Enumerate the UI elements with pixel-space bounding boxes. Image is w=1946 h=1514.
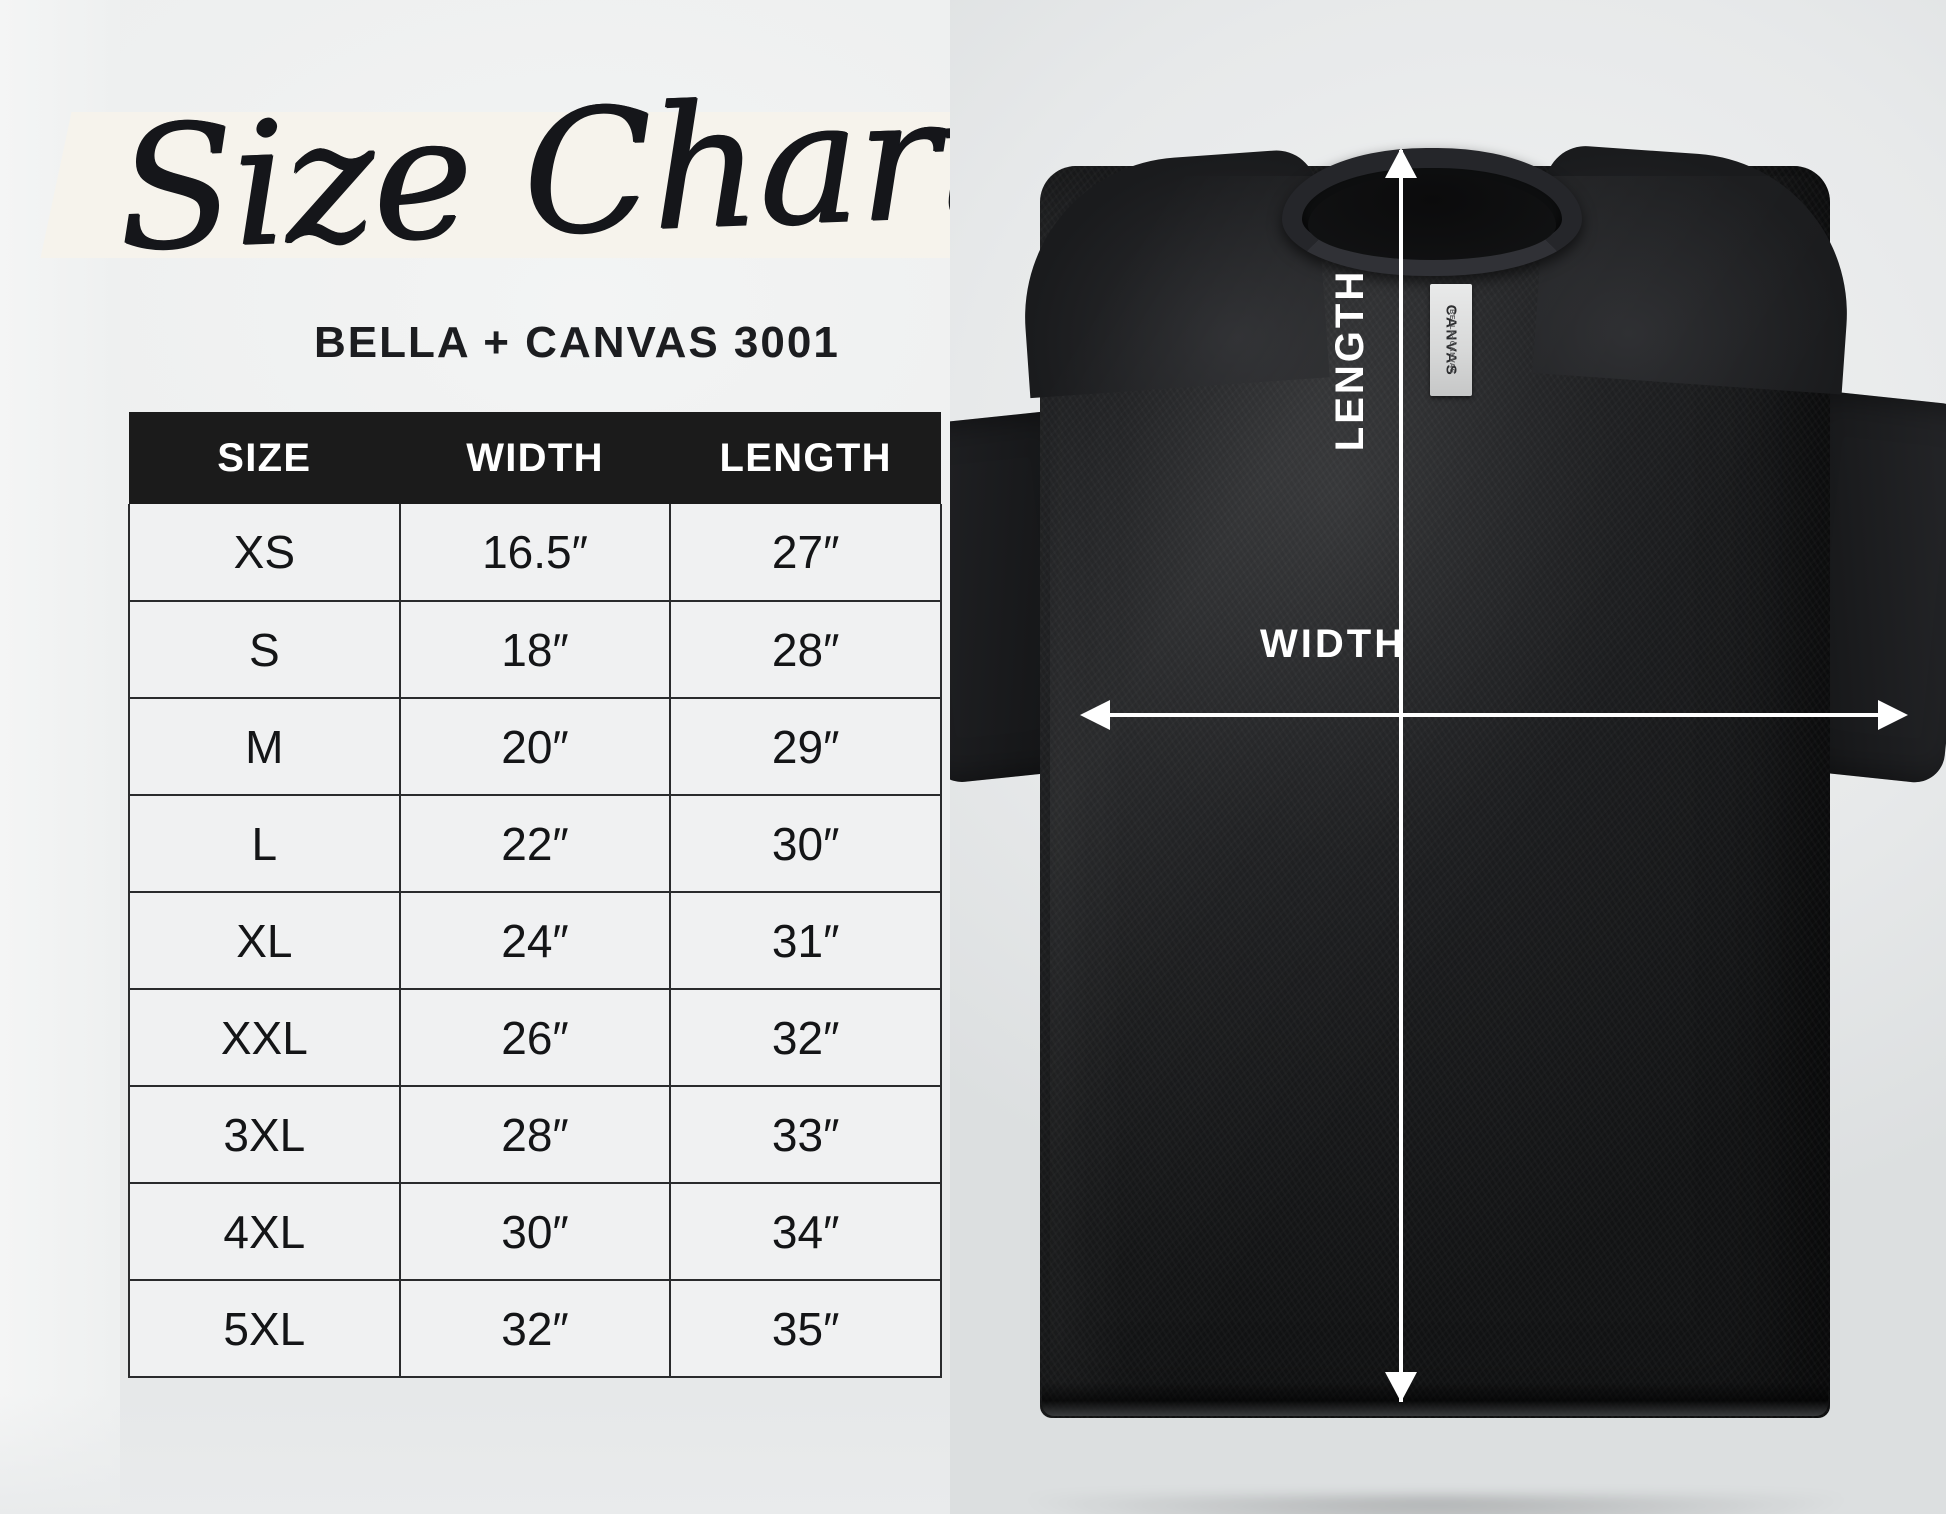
cell-width: 30″ bbox=[398, 1183, 672, 1281]
width-arrow-line bbox=[1110, 713, 1878, 717]
cell-length: 29″ bbox=[669, 698, 942, 796]
length-arrow-head-bottom bbox=[1385, 1372, 1417, 1402]
cell-size: 4XL bbox=[128, 1183, 401, 1281]
size-table-body: XS 16.5″ 27″ S 18″ 28″ M 20″ 29″ L 22″ bbox=[128, 504, 942, 1378]
table-row: L 22″ 30″ bbox=[128, 795, 942, 893]
table-row: 5XL 32″ 35″ bbox=[128, 1280, 942, 1378]
size-table-container: SIZE WIDTH LENGTH XS 16.5″ 27″ S 18″ 28″… bbox=[128, 412, 942, 1378]
table-header-row: SIZE WIDTH LENGTH bbox=[129, 412, 941, 504]
cell-width: 26″ bbox=[398, 989, 672, 1087]
cell-width: 20″ bbox=[398, 698, 672, 796]
table-row: XXL 26″ 32″ bbox=[128, 989, 942, 1087]
cell-length: 35″ bbox=[669, 1280, 942, 1378]
size-table: SIZE WIDTH LENGTH XS 16.5″ 27″ S 18″ 28″… bbox=[128, 412, 942, 1378]
cell-width: 28″ bbox=[398, 1086, 672, 1184]
tshirt-collar-opening bbox=[1308, 174, 1556, 260]
tshirt-cast-shadow bbox=[1026, 1496, 1846, 1514]
cell-length: 31″ bbox=[669, 892, 942, 990]
cell-width: 32″ bbox=[398, 1280, 672, 1378]
table-row: 4XL 30″ 34″ bbox=[128, 1183, 942, 1281]
width-arrow-head-right bbox=[1878, 700, 1908, 730]
table-row: S 18″ 28″ bbox=[128, 601, 942, 699]
cell-width: 18″ bbox=[398, 601, 672, 699]
length-label: LENGTH bbox=[1327, 268, 1372, 452]
cell-size: S bbox=[128, 601, 401, 699]
neck-label-tag: CANVAS bbox=[1430, 284, 1472, 396]
width-label: WIDTH bbox=[1260, 622, 1407, 666]
tshirt-hem bbox=[1042, 1382, 1828, 1416]
cell-width: 22″ bbox=[398, 795, 672, 893]
size-table-head: SIZE WIDTH LENGTH bbox=[129, 412, 941, 504]
column-header-length: LENGTH bbox=[670, 412, 941, 504]
length-arrow-line bbox=[1399, 150, 1403, 1402]
cell-size: M bbox=[128, 698, 401, 796]
neck-label-subtext: BELLA+CANVAS bbox=[1447, 308, 1455, 374]
table-row: XS 16.5″ 27″ bbox=[128, 504, 942, 602]
cell-length: 27″ bbox=[669, 504, 942, 602]
column-header-size: SIZE bbox=[129, 412, 400, 504]
table-row: M 20″ 29″ bbox=[128, 698, 942, 796]
cell-size: 3XL bbox=[128, 1086, 401, 1184]
column-header-width: WIDTH bbox=[399, 412, 671, 504]
neck-label-subtag: BELLA+CANVAS bbox=[1439, 292, 1463, 390]
product-subtitle: BELLA + CANVAS 3001 bbox=[314, 318, 840, 367]
table-row: XL 24″ 31″ bbox=[128, 892, 942, 990]
tshirt-graphic: CANVAS BELLA+CANVAS bbox=[950, 96, 1946, 1514]
cell-length: 28″ bbox=[669, 601, 942, 699]
cell-length: 32″ bbox=[669, 989, 942, 1087]
cell-width: 24″ bbox=[398, 892, 672, 990]
cell-size: XXL bbox=[128, 989, 401, 1087]
cell-width: 16.5″ bbox=[398, 504, 672, 602]
tshirt-photo: CANVAS BELLA+CANVAS LENGTH WIDTH bbox=[950, 0, 1946, 1514]
cell-length: 30″ bbox=[669, 795, 942, 893]
cell-size: XL bbox=[128, 892, 401, 990]
length-arrow-head-top bbox=[1385, 148, 1417, 178]
cell-length: 34″ bbox=[669, 1183, 942, 1281]
cell-size: L bbox=[128, 795, 401, 893]
cell-length: 33″ bbox=[669, 1086, 942, 1184]
table-row: 3XL 28″ 33″ bbox=[128, 1086, 942, 1184]
page-title: Size Chart bbox=[114, 57, 1007, 290]
cell-size: XS bbox=[128, 504, 401, 602]
cell-size: 5XL bbox=[128, 1280, 401, 1378]
width-arrow-head-left bbox=[1080, 700, 1110, 730]
